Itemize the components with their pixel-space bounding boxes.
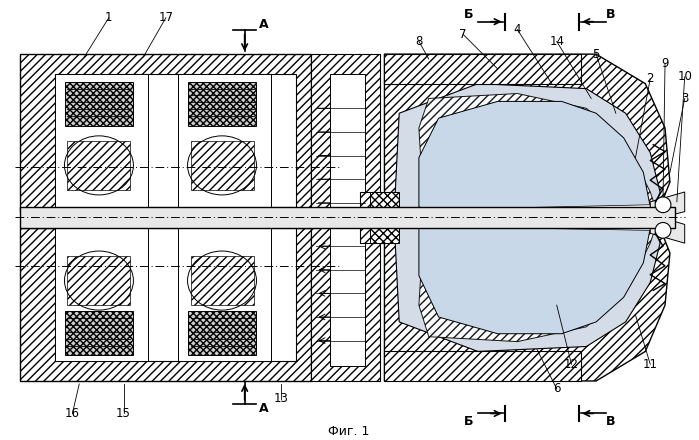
- Text: Фиг. 1: Фиг. 1: [329, 425, 370, 438]
- Ellipse shape: [187, 136, 257, 195]
- Text: 2: 2: [647, 72, 654, 85]
- Bar: [310, 228, 380, 381]
- Polygon shape: [394, 224, 660, 352]
- Bar: [187, 82, 257, 126]
- Polygon shape: [384, 54, 670, 212]
- Bar: [55, 74, 296, 207]
- Ellipse shape: [64, 251, 134, 310]
- Text: 13: 13: [273, 392, 289, 405]
- Text: 11: 11: [643, 358, 658, 371]
- Bar: [20, 207, 675, 228]
- Text: В: В: [606, 8, 616, 21]
- Polygon shape: [394, 84, 660, 212]
- Text: 4: 4: [514, 23, 521, 36]
- Text: 15: 15: [116, 407, 131, 420]
- Bar: [370, 219, 399, 243]
- Polygon shape: [650, 192, 685, 216]
- Polygon shape: [419, 224, 650, 334]
- Polygon shape: [419, 94, 655, 212]
- Bar: [191, 141, 254, 190]
- Bar: [310, 54, 380, 212]
- Polygon shape: [384, 224, 670, 381]
- Bar: [370, 192, 399, 216]
- Bar: [20, 228, 310, 381]
- Polygon shape: [428, 221, 650, 231]
- Bar: [384, 54, 582, 84]
- Polygon shape: [428, 205, 650, 215]
- Text: А: А: [259, 402, 268, 415]
- Circle shape: [655, 223, 671, 238]
- Text: 6: 6: [553, 382, 561, 396]
- Bar: [331, 228, 365, 366]
- Bar: [68, 256, 131, 305]
- Text: 16: 16: [65, 407, 80, 420]
- Ellipse shape: [187, 251, 257, 310]
- Text: 14: 14: [549, 35, 564, 48]
- Text: 1: 1: [105, 11, 113, 24]
- Bar: [191, 256, 254, 305]
- Bar: [55, 74, 148, 207]
- Text: 8: 8: [415, 35, 423, 48]
- Bar: [187, 311, 257, 356]
- Bar: [55, 228, 296, 361]
- Bar: [360, 219, 399, 243]
- Polygon shape: [650, 219, 685, 243]
- Text: Б: Б: [463, 415, 473, 428]
- Text: 10: 10: [677, 70, 692, 83]
- Polygon shape: [419, 101, 650, 212]
- Text: В: В: [606, 415, 616, 428]
- Bar: [20, 54, 310, 212]
- Text: А: А: [259, 18, 268, 31]
- Bar: [64, 82, 134, 126]
- Text: 7: 7: [459, 28, 467, 41]
- Bar: [55, 228, 148, 361]
- Ellipse shape: [64, 136, 134, 195]
- Circle shape: [655, 197, 671, 213]
- Bar: [178, 228, 271, 361]
- Bar: [178, 74, 271, 207]
- Text: 5: 5: [593, 48, 600, 61]
- Bar: [68, 141, 131, 190]
- Text: Б: Б: [463, 8, 473, 21]
- Text: 9: 9: [661, 58, 669, 70]
- Bar: [64, 311, 134, 356]
- Bar: [360, 192, 399, 216]
- Bar: [331, 74, 365, 212]
- Bar: [384, 352, 582, 381]
- Polygon shape: [419, 224, 655, 341]
- Text: 3: 3: [681, 92, 689, 105]
- Text: 17: 17: [159, 11, 173, 24]
- Text: 12: 12: [564, 358, 579, 371]
